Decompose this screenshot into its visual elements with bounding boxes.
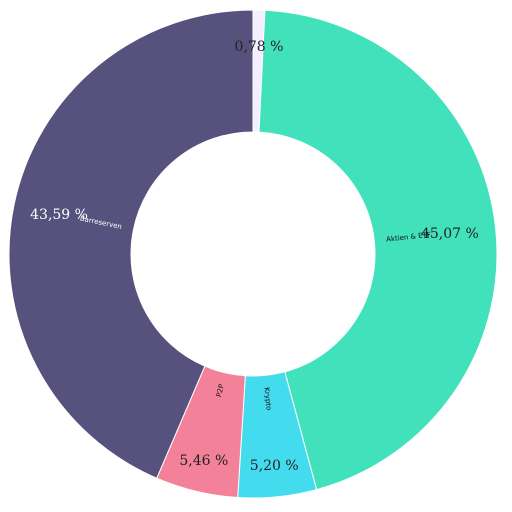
value-label-p2p: 5,46 % (179, 453, 228, 469)
slice-aktien-etf (258, 9, 498, 491)
slices-group (8, 9, 498, 499)
slice-barreserven (8, 9, 254, 479)
value-label-barreserven: 43,59 % (30, 207, 88, 223)
value-label-krypto: 5,20 % (250, 458, 299, 474)
category-label-p2p: P2P (215, 383, 226, 397)
category-label-krypto: Krypto (262, 387, 272, 411)
value-label-aktien-etf: 45,07 % (421, 226, 479, 242)
value-label-slice-0: 0,78 % (235, 39, 284, 55)
